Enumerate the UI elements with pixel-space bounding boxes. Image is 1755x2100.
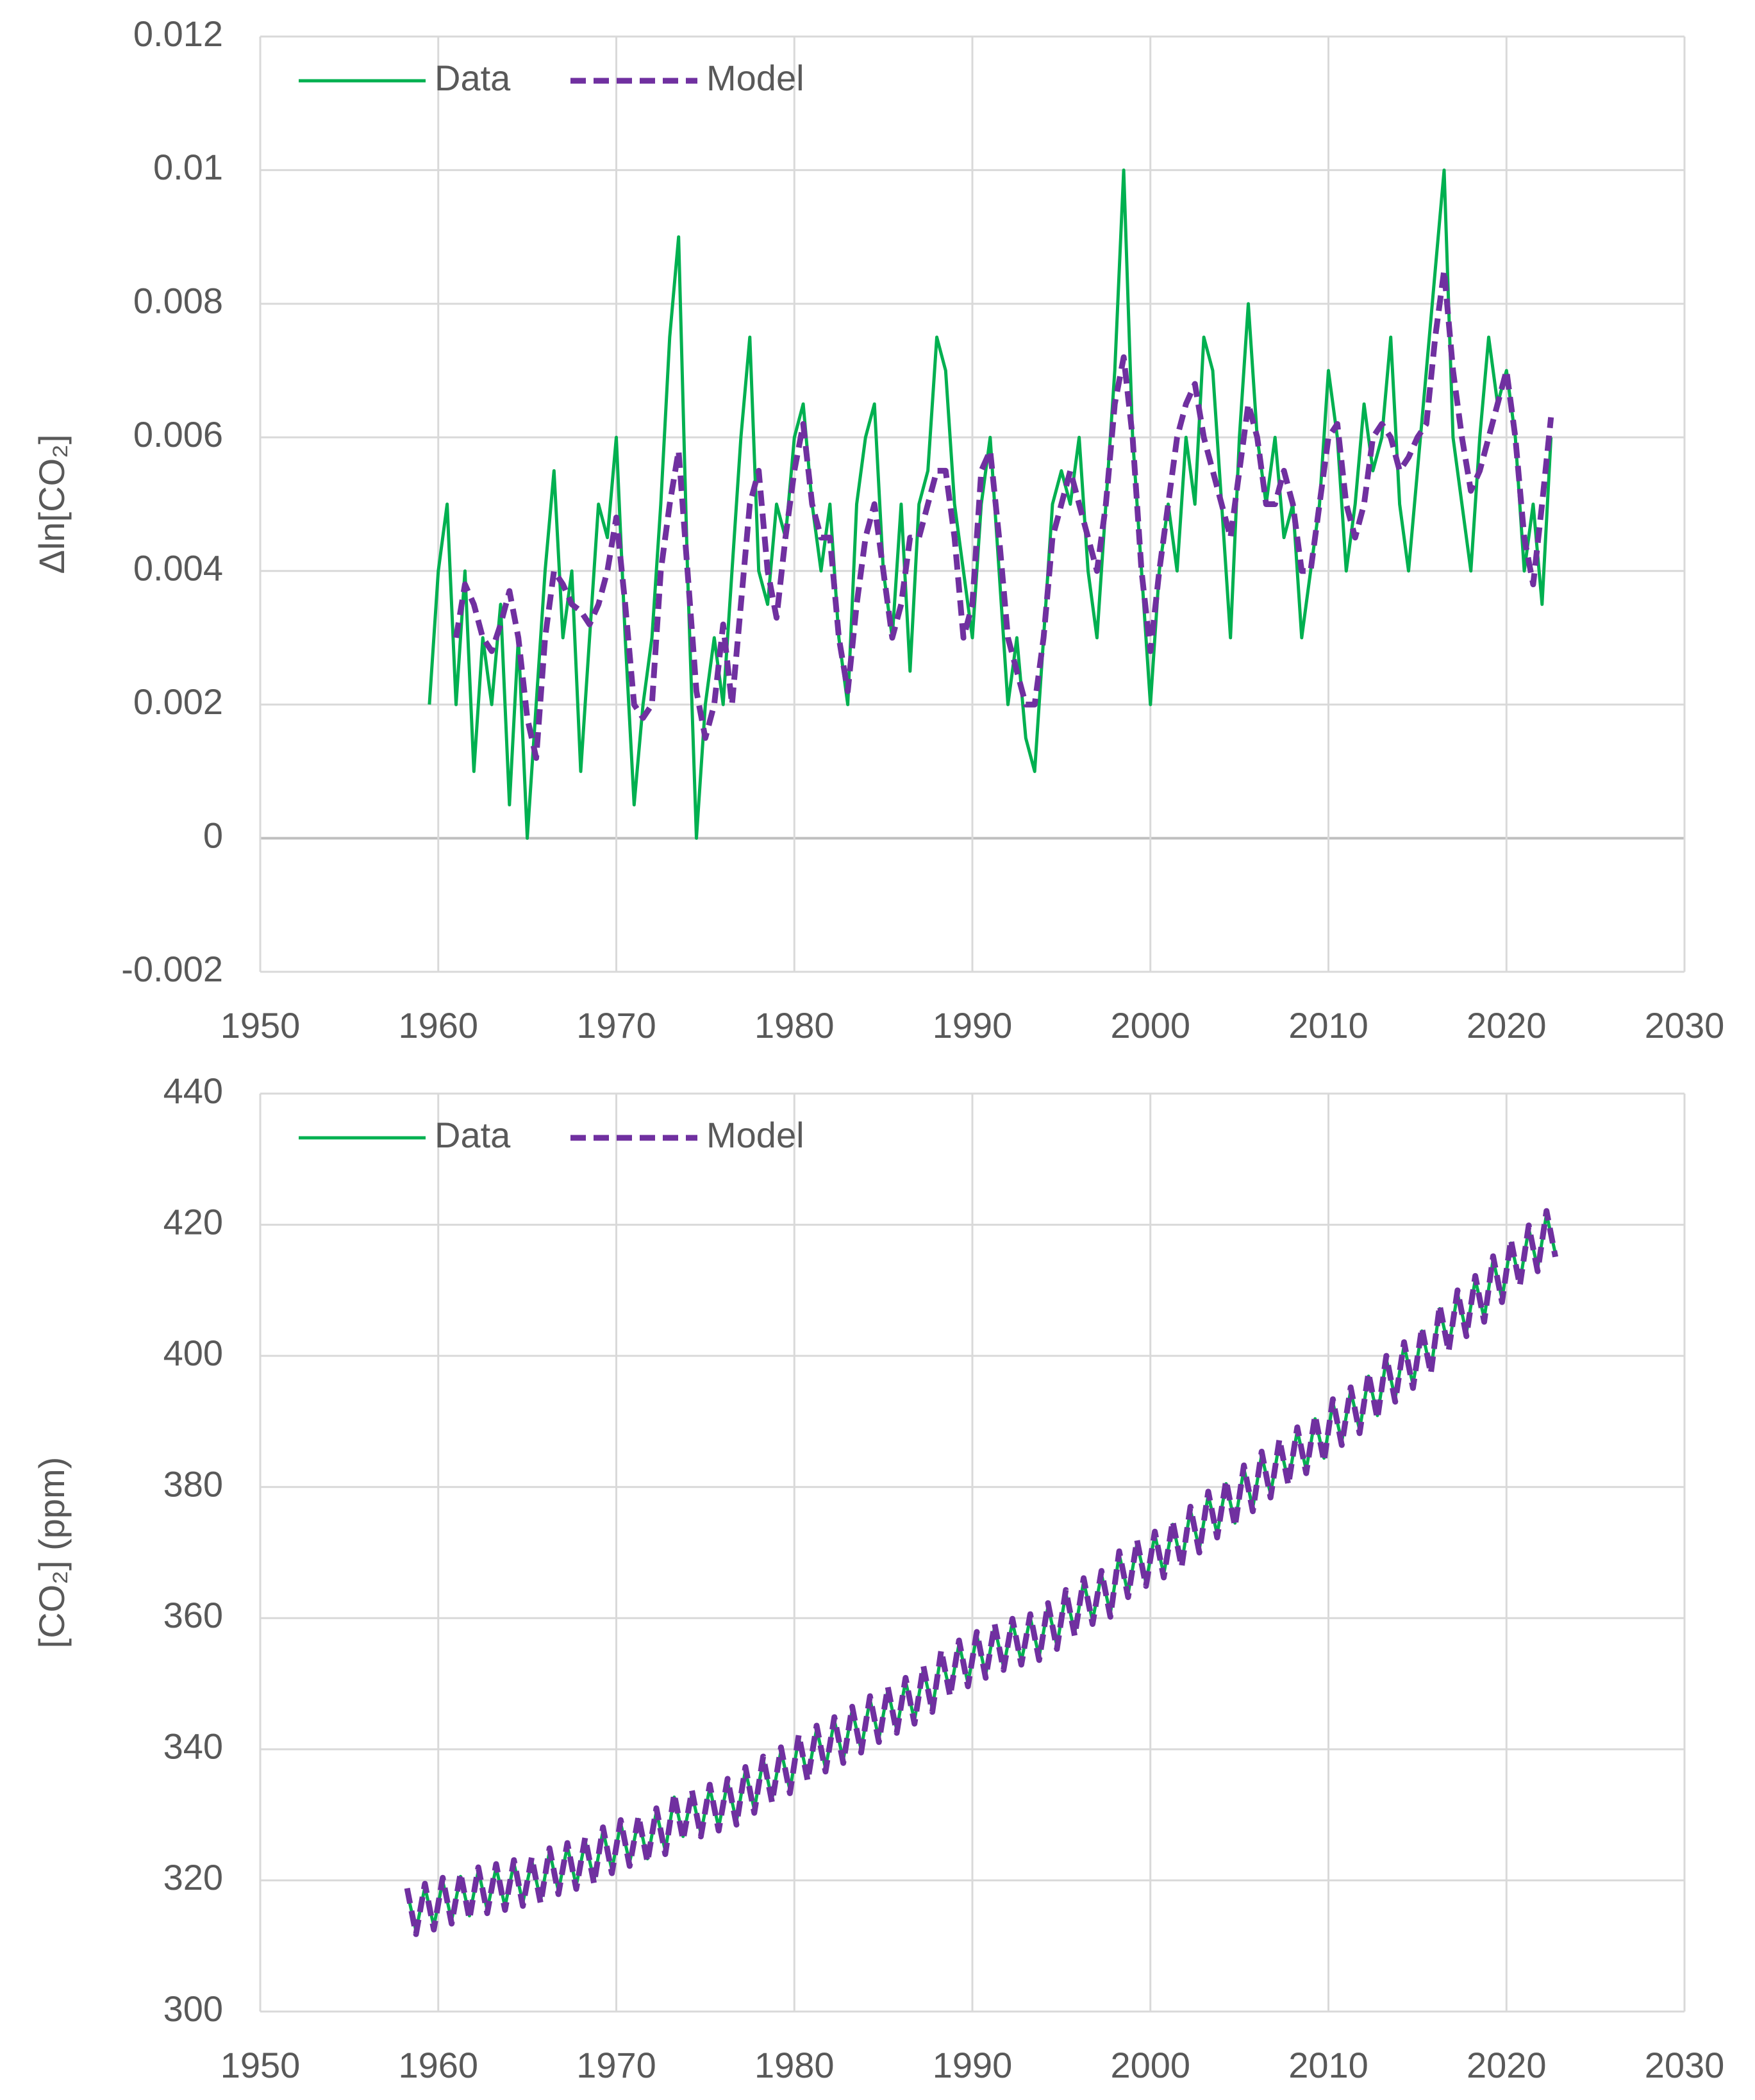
legend-label: Data [435, 58, 511, 98]
y-tick-label: 320 [163, 1857, 223, 1897]
y-tick-label: 300 [163, 1988, 223, 2029]
y-tick-label: 340 [163, 1726, 223, 1767]
series-line [428, 168, 1553, 840]
x-tick-label: 2030 [1645, 1005, 1725, 1046]
y-tick-label: 0.004 [133, 548, 223, 588]
y-tick-label: 0.008 [133, 281, 223, 321]
x-tick-label: 1980 [754, 1005, 835, 1046]
x-tick-label: 2000 [1110, 1005, 1190, 1046]
y-axis-label: [CO₂] (ppm) [31, 1457, 72, 1649]
y-axis-label: Δln[CO₂] [31, 435, 72, 574]
y-tick-label: 440 [163, 1071, 223, 1111]
y-tick-label: 0.01 [153, 147, 223, 187]
series-line [405, 1212, 1558, 1933]
x-tick-label: 1960 [398, 2045, 478, 2085]
y-tick-label: 380 [163, 1464, 223, 1504]
x-tick-label: 1970 [576, 2045, 656, 2085]
x-tick-label: 1950 [220, 2045, 301, 2085]
y-tick-label: 0.002 [133, 681, 223, 722]
x-tick-label: 2010 [1288, 1005, 1368, 1046]
x-tick-label: 2000 [1110, 2045, 1190, 2085]
legend-label: Model [706, 1115, 804, 1155]
y-tick-label: 0.012 [133, 13, 223, 54]
x-tick-label: 2030 [1645, 2045, 1725, 2085]
x-tick-label: 2020 [1467, 1005, 1547, 1046]
y-tick-label: 0 [203, 815, 223, 855]
y-tick-label: 0.006 [133, 414, 223, 454]
legend-label: Data [435, 1115, 511, 1155]
y-tick-label: 360 [163, 1595, 223, 1635]
legend-label: Model [706, 58, 804, 98]
y-tick-label: 400 [163, 1333, 223, 1373]
x-tick-label: 2010 [1288, 2045, 1368, 2085]
series-line [453, 267, 1554, 761]
x-tick-label: 2020 [1467, 2045, 1547, 2085]
x-tick-label: 1970 [576, 1005, 656, 1046]
x-tick-label: 1960 [398, 1005, 478, 1046]
y-tick-label: -0.002 [121, 949, 223, 989]
x-tick-label: 1990 [933, 2045, 1013, 2085]
series-line [404, 1208, 1559, 1937]
x-tick-label: 1990 [933, 1005, 1013, 1046]
x-tick-label: 1950 [220, 1005, 301, 1046]
y-tick-label: 420 [163, 1201, 223, 1242]
x-tick-label: 1980 [754, 2045, 835, 2085]
